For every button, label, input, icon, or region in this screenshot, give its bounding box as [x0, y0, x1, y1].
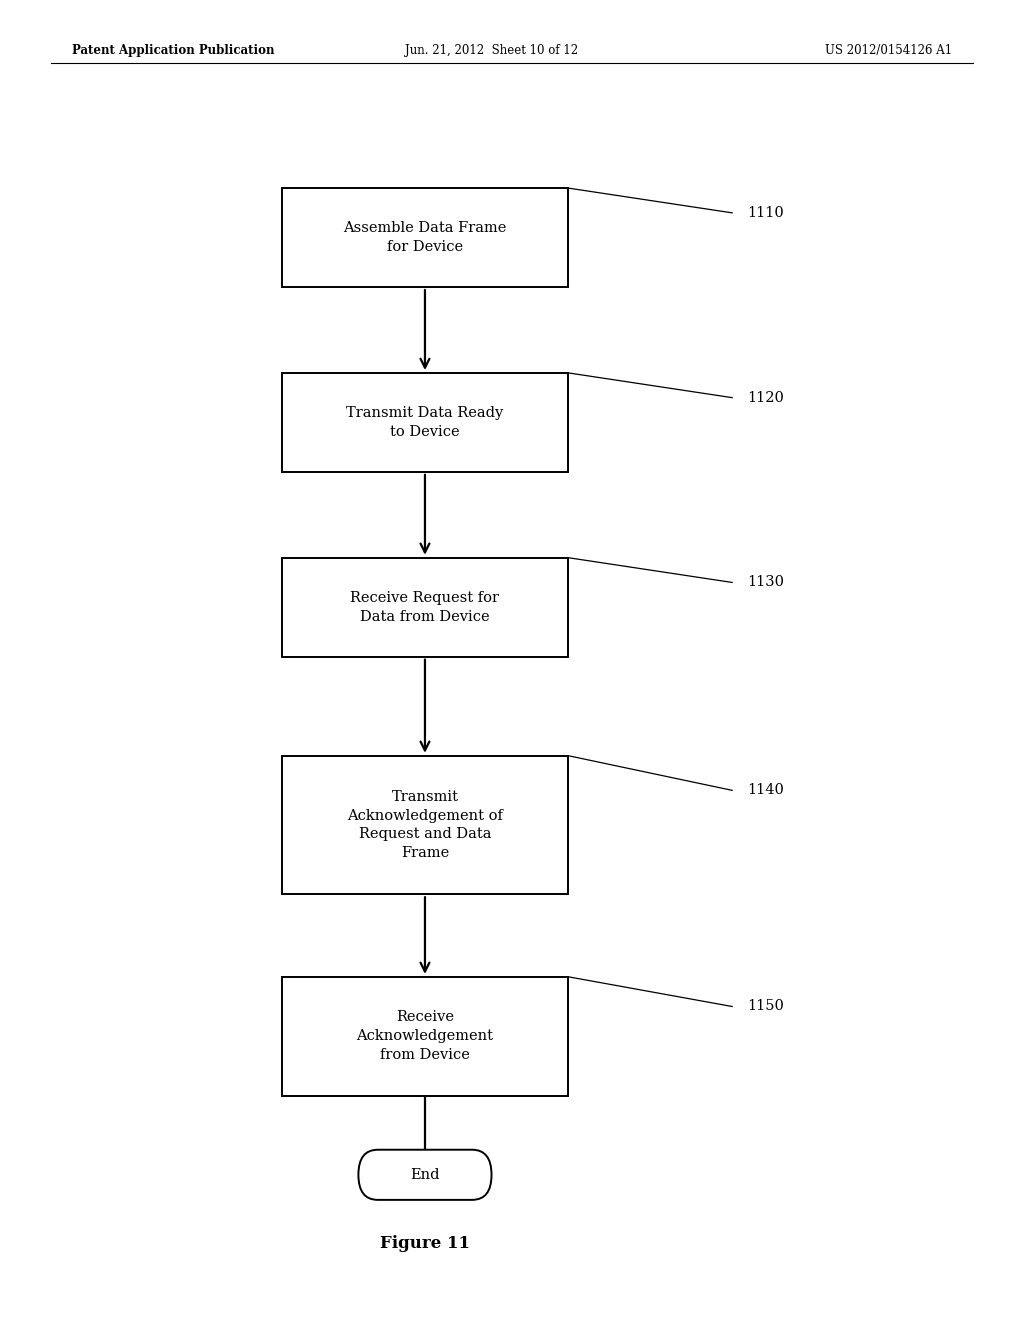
Text: Receive
Acknowledgement
from Device: Receive Acknowledgement from Device	[356, 1010, 494, 1063]
Text: End: End	[411, 1168, 439, 1181]
FancyBboxPatch shape	[358, 1150, 492, 1200]
Text: US 2012/0154126 A1: US 2012/0154126 A1	[825, 44, 952, 57]
Text: Figure 11: Figure 11	[380, 1236, 470, 1251]
FancyBboxPatch shape	[282, 372, 568, 471]
FancyBboxPatch shape	[282, 557, 568, 656]
Text: 1150: 1150	[748, 999, 784, 1014]
Text: Receive Request for
Data from Device: Receive Request for Data from Device	[350, 591, 500, 623]
Text: 1130: 1130	[748, 576, 784, 590]
FancyBboxPatch shape	[282, 189, 568, 288]
Text: Transmit
Acknowledgement of
Request and Data
Frame: Transmit Acknowledgement of Request and …	[347, 789, 503, 861]
Text: Assemble Data Frame
for Device: Assemble Data Frame for Device	[343, 222, 507, 253]
Text: 1120: 1120	[748, 391, 784, 405]
Text: 1110: 1110	[748, 206, 784, 220]
Text: Transmit Data Ready
to Device: Transmit Data Ready to Device	[346, 407, 504, 438]
Text: Jun. 21, 2012  Sheet 10 of 12: Jun. 21, 2012 Sheet 10 of 12	[404, 44, 579, 57]
FancyBboxPatch shape	[282, 977, 568, 1096]
Text: Patent Application Publication: Patent Application Publication	[72, 44, 274, 57]
Text: 1140: 1140	[748, 783, 784, 797]
FancyBboxPatch shape	[282, 755, 568, 895]
